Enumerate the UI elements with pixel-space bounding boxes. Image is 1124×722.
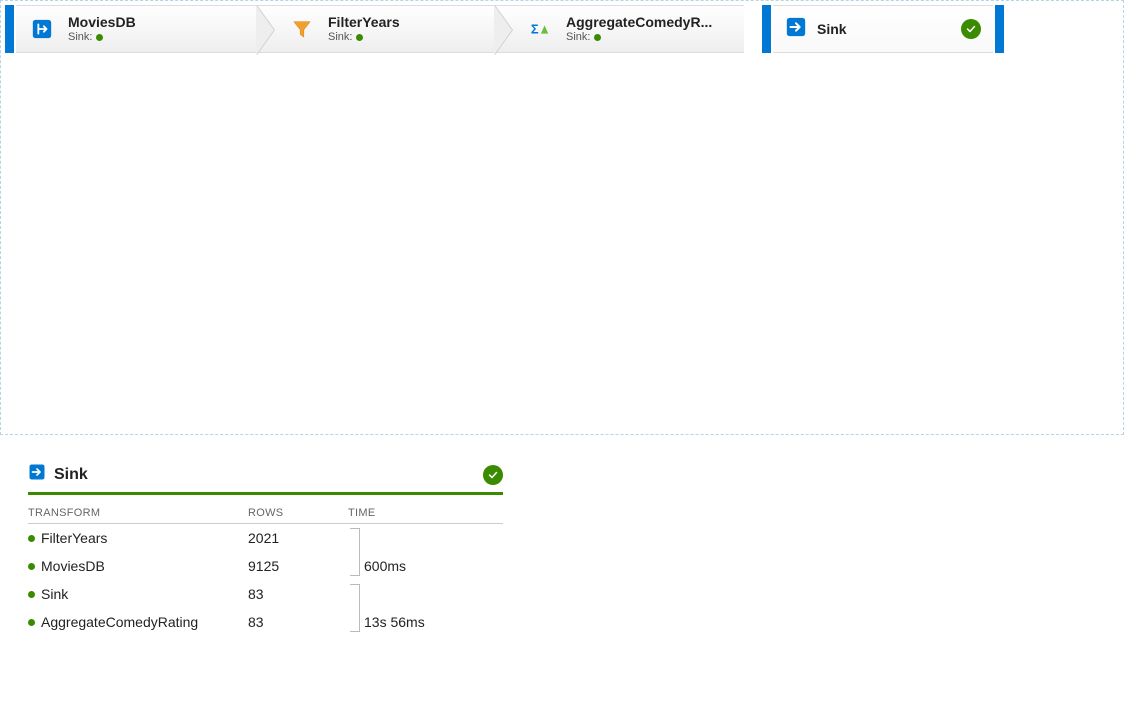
sink-rail-left-thick <box>765 5 771 53</box>
table-row[interactable]: Sink 83 <box>28 580 503 608</box>
node-text: FilterYears Sink: <box>328 14 400 44</box>
time-bracket <box>350 584 360 632</box>
status-dot <box>96 34 103 41</box>
sink-icon <box>785 16 811 42</box>
details-panel: Sink TRANSFORM ROWS TIME FilterYears 202… <box>0 435 1124 652</box>
transform-name: Sink <box>41 586 68 602</box>
node-title: MoviesDB <box>68 14 136 31</box>
table-row[interactable]: MoviesDB 9125 600ms <box>28 552 503 580</box>
sink-icon <box>28 463 46 486</box>
time-bracket <box>350 528 360 576</box>
panel-title: Sink <box>54 466 88 484</box>
transform-name: AggregateComedyRating <box>41 614 198 630</box>
node-subtitle: Sink: <box>328 31 400 44</box>
flow-node-sink[interactable]: Sink <box>773 5 993 53</box>
status-dot <box>28 591 35 598</box>
rows-value: 83 <box>248 586 348 602</box>
svg-text:Σ: Σ <box>531 22 539 37</box>
success-check-icon <box>961 19 981 39</box>
col-header-rows: ROWS <box>248 503 348 524</box>
node-text: MoviesDB Sink: <box>68 14 136 44</box>
status-dot <box>356 34 363 41</box>
node-text: AggregateComedyR... Sink: <box>566 14 712 44</box>
rows-value: 9125 <box>248 558 348 574</box>
stats-table: TRANSFORM ROWS TIME FilterYears 2021 Mov… <box>28 503 503 636</box>
flow-row: MoviesDB Sink: FilterYears Sink: <box>5 5 1119 53</box>
time-value: 600ms <box>348 558 503 574</box>
sink-label: Sink: <box>328 31 352 44</box>
col-header-transform: TRANSFORM <box>28 503 248 524</box>
table-row[interactable]: AggregateComedyRating 83 13s 56ms <box>28 608 503 636</box>
sink-label: Sink: <box>566 31 590 44</box>
flow-node-filteryears[interactable]: FilterYears Sink: <box>256 5 494 53</box>
selection-rail-left-thick <box>8 5 14 53</box>
rows-value: 83 <box>248 614 348 630</box>
status-dot <box>28 535 35 542</box>
source-icon <box>24 11 60 47</box>
col-header-time: TIME <box>348 503 503 524</box>
filter-icon <box>284 11 320 47</box>
status-dot <box>28 619 35 626</box>
node-title: Sink <box>817 21 847 37</box>
sink-label: Sink: <box>68 31 92 44</box>
transform-name: FilterYears <box>41 530 107 546</box>
table-header: TRANSFORM ROWS TIME <box>28 503 503 524</box>
panel-header: Sink <box>28 463 503 495</box>
node-subtitle: Sink: <box>566 31 712 44</box>
table-row[interactable]: FilterYears 2021 <box>28 524 503 552</box>
status-dot <box>594 34 601 41</box>
rows-value: 2021 <box>248 530 348 546</box>
flow-node-aggregate[interactable]: Σ AggregateComedyR... Sink: <box>494 5 744 53</box>
flow-node-moviesdb[interactable]: MoviesDB Sink: <box>16 5 256 53</box>
sink-rail-right <box>1001 5 1004 53</box>
node-title: AggregateComedyR... <box>566 14 712 31</box>
success-check-icon <box>483 465 503 485</box>
transform-name: MoviesDB <box>41 558 105 574</box>
table-body: FilterYears 2021 MoviesDB 9125 600ms Sin… <box>28 524 503 636</box>
node-title: FilterYears <box>328 14 400 31</box>
node-subtitle: Sink: <box>68 31 136 44</box>
time-value: 13s 56ms <box>348 614 503 630</box>
flow-canvas[interactable]: MoviesDB Sink: FilterYears Sink: <box>0 0 1124 435</box>
status-dot <box>28 563 35 570</box>
aggregate-icon: Σ <box>522 11 558 47</box>
